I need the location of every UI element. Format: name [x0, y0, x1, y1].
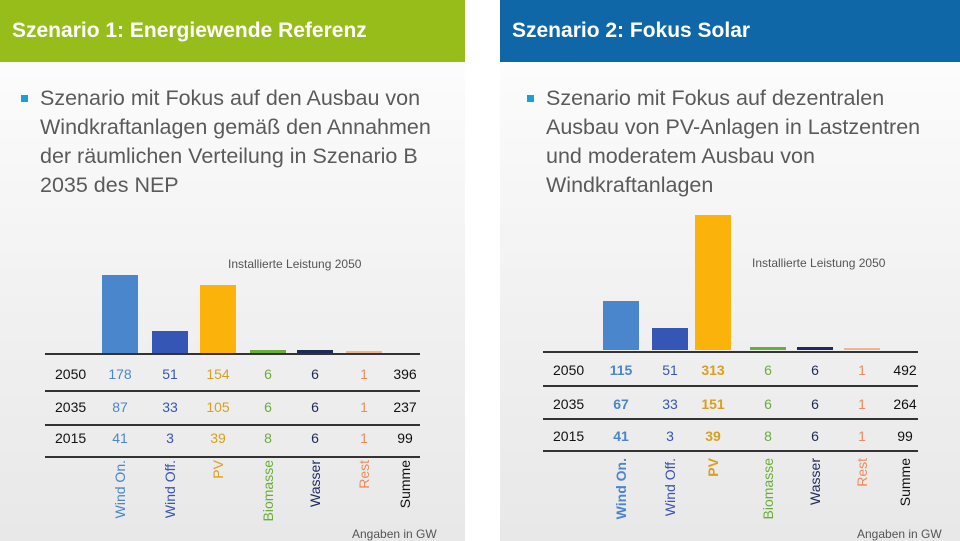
column-label: Rest [356, 460, 372, 489]
bar-pv [200, 285, 236, 353]
column-label: Wasser [807, 458, 823, 505]
bar-biomasse [750, 347, 786, 350]
bar-rest [346, 351, 382, 353]
row-year: 2035 [55, 399, 87, 415]
column-label: PV [210, 460, 226, 479]
table-cell: 6 [764, 362, 772, 378]
table-cell: 6 [311, 399, 319, 415]
bullet-text: Szenario mit Fokus auf den Ausbau von Wi… [40, 86, 431, 197]
table-cell: 39 [210, 430, 226, 446]
table-cell: 33 [662, 396, 678, 412]
unit-note: Angaben in GW [352, 527, 437, 541]
scenario-2-panel: Szenario 2: Fokus Solar Szenario mit Fok… [500, 0, 960, 541]
table-cell: 33 [162, 399, 178, 415]
bullet-text: Szenario mit Fokus auf dezentralen Ausba… [546, 86, 921, 197]
table-cell: 492 [893, 362, 917, 378]
table-divider [45, 353, 420, 355]
row-year: 2015 [55, 430, 87, 446]
table-cell: 87 [112, 399, 128, 415]
column-label: Wind On. [112, 460, 128, 519]
bullet-square-icon [527, 95, 534, 102]
unit-note: Angaben in GW [857, 527, 942, 541]
table-divider [543, 385, 918, 387]
scenario-2-chart: Installierte Leistung 2050 Angaben in GW 2… [500, 0, 960, 541]
chart-title: Installierte Leistung 2050 [228, 257, 362, 271]
table-cell: 178 [108, 366, 132, 382]
table-cell: 41 [613, 428, 629, 444]
table-cell: 6 [264, 399, 272, 415]
table-cell: 1 [858, 396, 866, 412]
table-cell: 6 [811, 396, 819, 412]
table-cell: 1 [858, 362, 866, 378]
table-cell: 6 [811, 362, 819, 378]
bar-wasser [297, 350, 333, 353]
table-cell: 6 [311, 366, 319, 382]
column-label: Wasser [307, 460, 323, 507]
column-label: Summe [397, 460, 413, 509]
table-divider [45, 456, 420, 458]
table-cell: 396 [393, 366, 417, 382]
column-label: Wind On. [613, 458, 629, 520]
row-year: 2015 [553, 428, 585, 444]
table-cell: 51 [662, 362, 678, 378]
table-divider [543, 418, 918, 420]
table-cell: 1 [858, 428, 866, 444]
column-label: Biomasse [260, 460, 276, 522]
table-divider [543, 351, 918, 353]
table-cell: 8 [264, 430, 272, 446]
table-cell: 3 [166, 430, 174, 446]
scenario-2-bullet: Szenario mit Fokus auf dezentralen Ausba… [527, 84, 956, 200]
table-divider [45, 424, 420, 426]
table-divider [45, 390, 420, 392]
table-cell: 6 [264, 366, 272, 382]
scenario-1-bullet: Szenario mit Fokus auf den Ausbau von Wi… [21, 84, 450, 200]
table-cell: 1 [360, 430, 368, 446]
bar-wind-on- [603, 300, 639, 350]
bar-rest [844, 348, 880, 350]
column-label: Summe [897, 458, 913, 507]
bar-pv [695, 215, 731, 350]
table-cell: 6 [764, 396, 772, 412]
table-cell: 154 [206, 366, 230, 382]
chart-title: Installierte Leistung 2050 [752, 256, 886, 270]
table-cell: 105 [206, 399, 230, 415]
bar-wind-off- [152, 330, 188, 353]
column-label: PV [705, 458, 721, 477]
scenario-1-chart: Installierte Leistung 2050 Angaben in GW 2… [0, 0, 465, 541]
scenario-1-panel: Szenario 1: Energiewende Referenz Szenar… [0, 0, 465, 541]
table-cell: 39 [705, 428, 721, 444]
bar-wind-off- [652, 328, 688, 350]
table-cell: 313 [701, 362, 725, 378]
table-divider [543, 450, 918, 452]
table-cell: 51 [162, 366, 178, 382]
column-label: Biomasse [760, 458, 776, 520]
table-cell: 99 [397, 430, 413, 446]
table-cell: 99 [897, 428, 913, 444]
column-label: Rest [854, 458, 870, 487]
table-cell: 151 [701, 396, 725, 412]
table-cell: 6 [811, 428, 819, 444]
bar-wasser [797, 347, 833, 350]
column-label: Wind Off. [162, 460, 178, 519]
row-year: 2050 [553, 362, 585, 378]
bar-biomasse [250, 350, 286, 353]
column-label: Wind Off. [662, 458, 678, 517]
scenario-2-header: Szenario 2: Fokus Solar [500, 0, 960, 62]
table-cell: 115 [609, 362, 633, 378]
row-year: 2035 [553, 396, 585, 412]
table-cell: 1 [360, 366, 368, 382]
scenario-1-header: Szenario 1: Energiewende Referenz [0, 0, 465, 62]
table-cell: 264 [893, 396, 917, 412]
table-cell: 8 [764, 428, 772, 444]
row-year: 2050 [55, 366, 87, 382]
bar-wind-on- [102, 274, 138, 353]
table-cell: 237 [393, 399, 417, 415]
table-cell: 6 [311, 430, 319, 446]
table-cell: 41 [112, 430, 128, 446]
table-cell: 67 [613, 396, 629, 412]
table-cell: 3 [666, 428, 674, 444]
bullet-square-icon [21, 95, 28, 102]
table-cell: 1 [360, 399, 368, 415]
